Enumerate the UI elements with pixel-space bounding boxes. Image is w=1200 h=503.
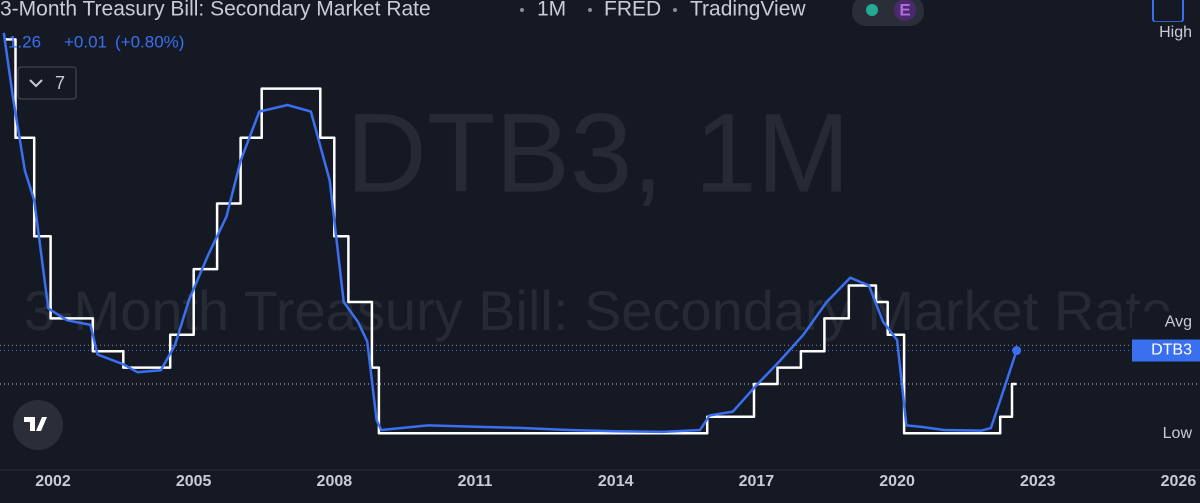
x-tick-label: 2023 bbox=[1020, 473, 1056, 490]
change-percent: (+0.80%) bbox=[115, 32, 184, 51]
separator bbox=[673, 8, 677, 12]
series-label-text: DTB3 bbox=[1151, 342, 1192, 359]
separator bbox=[520, 8, 524, 12]
status-dot bbox=[866, 4, 878, 16]
watermark-title: 3-Month Treasury Bill: Secondary Market … bbox=[24, 279, 1172, 342]
series-line bbox=[3, 38, 1017, 435]
high-label-text: High bbox=[1159, 24, 1192, 41]
series-label: DTB3 bbox=[1132, 339, 1200, 362]
avg-label-text: Avg bbox=[1165, 313, 1192, 330]
x-tick-label: 2014 bbox=[598, 473, 634, 490]
badge-letter: E bbox=[899, 0, 910, 19]
low-label-box bbox=[1132, 422, 1200, 445]
change: +0.01 bbox=[64, 32, 107, 51]
logo[interactable] bbox=[13, 400, 63, 450]
last-point bbox=[1012, 346, 1022, 356]
x-tick-label: 2008 bbox=[317, 473, 353, 490]
x-tick-label: 2020 bbox=[879, 473, 915, 490]
chart-title: 3-Month Treasury Bill: Secondary Market … bbox=[0, 0, 431, 21]
indicator-toggle[interactable] bbox=[17, 66, 77, 100]
chevron-icon bbox=[29, 79, 43, 88]
avg-label-box bbox=[1132, 311, 1200, 334]
logo-mark bbox=[24, 417, 47, 431]
x-tick-label: 2011 bbox=[458, 473, 493, 490]
indicator-count: 7 bbox=[55, 73, 65, 93]
x-tick-label: 2026 bbox=[1161, 473, 1197, 490]
separator bbox=[588, 8, 592, 12]
low-label: Low bbox=[1132, 422, 1200, 445]
avg-label: Avg bbox=[1132, 311, 1200, 334]
plot-area bbox=[0, 32, 1200, 435]
x-tick-label: 2002 bbox=[35, 473, 71, 490]
series-label-box bbox=[1132, 339, 1200, 362]
high-label: High bbox=[1132, 21, 1200, 44]
source: FRED bbox=[604, 0, 661, 21]
last-value: 1.26 bbox=[8, 32, 41, 51]
watermark-symbol: DTB3, 1M bbox=[346, 91, 850, 216]
x-tick-label: 2005 bbox=[176, 473, 212, 490]
high-label-box bbox=[1132, 21, 1200, 44]
interval: 1M bbox=[537, 0, 566, 21]
series-line bbox=[2, 32, 1018, 434]
badge bbox=[894, 0, 916, 21]
platform: TradingView bbox=[690, 0, 806, 21]
x-tick-label: 2017 bbox=[739, 473, 775, 490]
low-label-text: Low bbox=[1163, 425, 1193, 442]
